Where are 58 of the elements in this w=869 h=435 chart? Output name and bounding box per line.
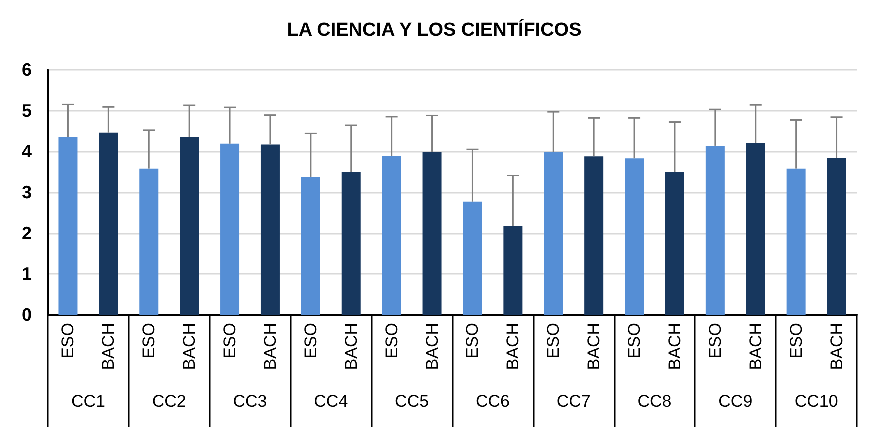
y-tick-label: 5 — [22, 100, 32, 121]
text: ESO — [544, 323, 564, 359]
text: ESO — [140, 323, 159, 359]
text: BACH — [180, 323, 200, 370]
text: ESO — [220, 323, 240, 359]
text: BACH — [99, 323, 118, 370]
bar — [544, 152, 564, 315]
text: BACH — [260, 323, 280, 370]
text: ESO — [301, 323, 320, 359]
text: BACH — [665, 323, 684, 370]
text: BACH — [584, 323, 604, 370]
bar — [301, 176, 320, 315]
bar — [665, 172, 684, 315]
y-tick-label: 2 — [22, 223, 32, 244]
bar — [260, 144, 280, 315]
y-tick-label: 1 — [22, 264, 32, 284]
bar — [99, 132, 118, 315]
bar — [463, 202, 482, 315]
text: BACH — [827, 323, 846, 370]
text: ESO — [382, 323, 402, 359]
text: BACH — [746, 323, 766, 370]
bar — [584, 156, 604, 315]
bar — [504, 226, 523, 315]
bar — [786, 168, 806, 315]
text: BACH — [342, 323, 361, 370]
bar — [422, 152, 442, 315]
x-tick-label: CC5 — [395, 392, 430, 411]
x-tick-label: CC4 — [314, 392, 348, 411]
text: ESO — [706, 323, 725, 359]
x-tick-label: CC6 — [476, 392, 510, 411]
text: ESO — [58, 323, 78, 359]
text: ESO — [463, 323, 482, 359]
bar — [382, 156, 402, 315]
y-tick-label: 3 — [22, 182, 32, 202]
x-tick-label: CC1 — [71, 392, 106, 411]
bar — [140, 168, 159, 315]
bar — [625, 158, 644, 315]
bar — [746, 143, 766, 315]
text: BACH — [504, 323, 523, 370]
bar — [180, 137, 200, 315]
text: ESO — [786, 323, 806, 359]
text: BACH — [422, 323, 442, 370]
x-tick-label: CC9 — [718, 392, 753, 411]
text: ESO — [625, 323, 644, 359]
bar — [58, 137, 78, 315]
x-tick-label: CC7 — [556, 392, 591, 411]
bar — [827, 158, 846, 315]
x-tick-label: CC3 — [233, 392, 268, 411]
bar — [706, 146, 725, 315]
bar — [220, 144, 240, 315]
y-tick-label: 0 — [22, 305, 32, 325]
y-tick-label: 4 — [22, 142, 32, 162]
chart-title: LA CIENCIA Y LOS CIENTÍFICOS — [287, 19, 582, 41]
bar — [342, 172, 361, 315]
x-tick-label: CC8 — [638, 392, 672, 411]
y-tick-label: 6 — [22, 60, 32, 80]
x-tick-label: CC10 — [794, 392, 838, 411]
x-tick-label: CC2 — [152, 392, 186, 411]
